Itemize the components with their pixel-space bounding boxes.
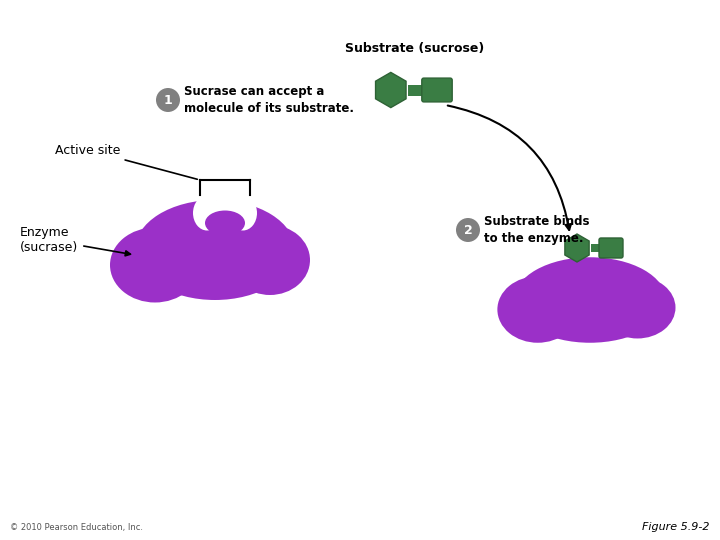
Ellipse shape: [498, 276, 578, 343]
Text: Figure 5.9-2: Figure 5.9-2: [642, 522, 710, 532]
Text: © 2010 Pearson Education, Inc.: © 2010 Pearson Education, Inc.: [10, 523, 143, 532]
Ellipse shape: [600, 276, 675, 339]
Text: Substrate (sucrose): Substrate (sucrose): [346, 42, 485, 55]
Ellipse shape: [215, 192, 235, 222]
Bar: [408, 84, 437, 96]
Ellipse shape: [193, 195, 221, 231]
Text: 1: 1: [163, 93, 172, 106]
Ellipse shape: [135, 200, 295, 300]
Ellipse shape: [514, 257, 666, 343]
Polygon shape: [376, 72, 406, 107]
Text: Enzyme
(sucrase): Enzyme (sucrase): [20, 226, 130, 256]
Polygon shape: [565, 234, 589, 262]
Text: Substrate binds
to the enzyme.: Substrate binds to the enzyme.: [484, 215, 590, 245]
Bar: [591, 244, 611, 252]
Ellipse shape: [110, 227, 200, 302]
Text: Active site: Active site: [55, 144, 197, 179]
Text: Sucrase can accept a
molecule of its substrate.: Sucrase can accept a molecule of its sub…: [184, 85, 354, 115]
Ellipse shape: [205, 211, 245, 235]
Circle shape: [456, 218, 480, 242]
Ellipse shape: [229, 195, 257, 231]
Text: 2: 2: [464, 224, 472, 237]
Circle shape: [156, 88, 180, 112]
FancyBboxPatch shape: [422, 78, 452, 102]
Ellipse shape: [230, 225, 310, 295]
FancyBboxPatch shape: [599, 238, 623, 258]
